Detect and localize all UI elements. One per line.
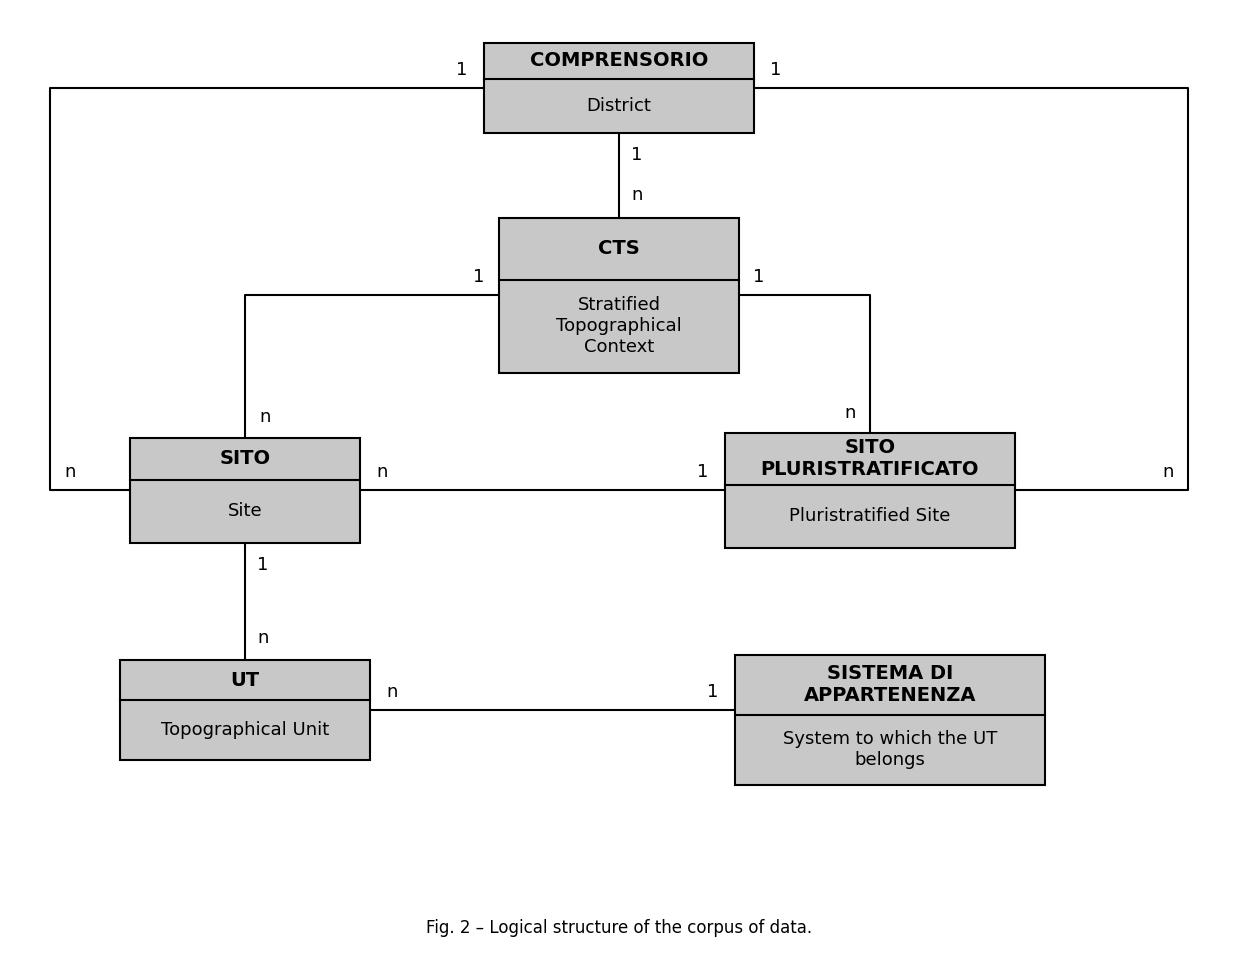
- Text: System to which the UT
belongs: System to which the UT belongs: [782, 730, 997, 769]
- Text: 1: 1: [770, 61, 781, 79]
- Text: SISTEMA DI
APPARTENENZA: SISTEMA DI APPARTENENZA: [803, 664, 977, 705]
- Text: UT: UT: [230, 671, 260, 689]
- Bar: [120, 660, 370, 760]
- Text: n: n: [258, 629, 269, 647]
- Text: 1: 1: [631, 146, 643, 164]
- Text: 1: 1: [753, 268, 765, 286]
- Bar: [735, 655, 1045, 785]
- Text: 1: 1: [258, 555, 269, 573]
- Text: n: n: [844, 404, 855, 421]
- Text: n: n: [1162, 463, 1174, 481]
- Bar: [725, 433, 1015, 547]
- Text: SITO
PLURISTRATIFICATO: SITO PLURISTRATIFICATO: [760, 438, 979, 479]
- Text: n: n: [64, 463, 76, 481]
- Text: District: District: [587, 97, 651, 115]
- Bar: [484, 43, 754, 133]
- Text: Stratified
Topographical
Context: Stratified Topographical Context: [556, 297, 682, 356]
- Text: Topographical Unit: Topographical Unit: [161, 721, 329, 739]
- Text: 1: 1: [457, 61, 468, 79]
- Text: Site: Site: [228, 502, 262, 520]
- Bar: [499, 217, 739, 372]
- Text: 1: 1: [697, 463, 708, 481]
- Text: CTS: CTS: [598, 239, 640, 258]
- Text: n: n: [631, 187, 643, 205]
- Text: COMPRENSORIO: COMPRENSORIO: [530, 52, 708, 71]
- Bar: [130, 437, 360, 543]
- Text: n: n: [386, 683, 397, 701]
- Text: SITO: SITO: [219, 449, 271, 468]
- Text: n: n: [259, 409, 271, 427]
- Text: n: n: [376, 463, 387, 481]
- Text: 1: 1: [473, 268, 485, 286]
- Text: 1: 1: [707, 683, 719, 701]
- Text: Fig. 2 – Logical structure of the corpus of data.: Fig. 2 – Logical structure of the corpus…: [426, 919, 812, 937]
- Text: Pluristratified Site: Pluristratified Site: [790, 507, 951, 525]
